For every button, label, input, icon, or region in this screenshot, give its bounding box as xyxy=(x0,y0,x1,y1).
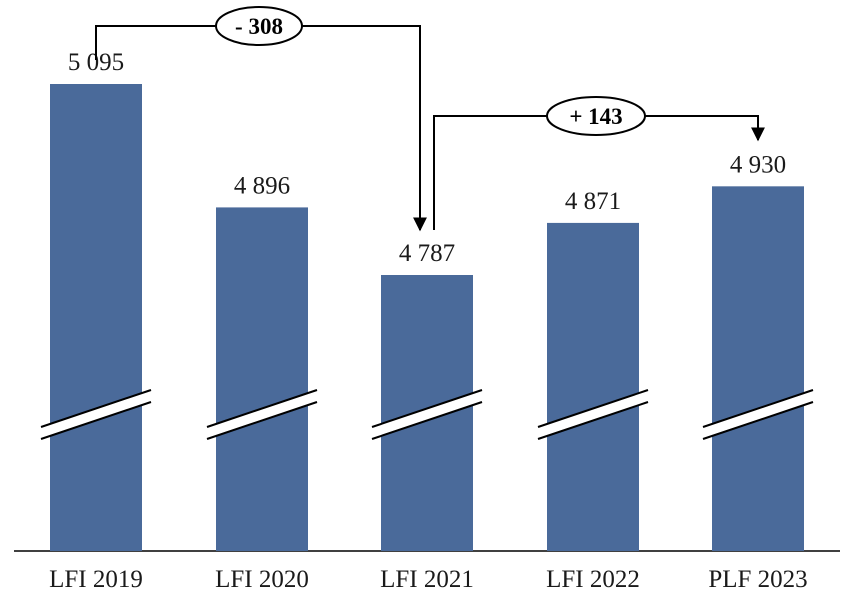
category-labels-group: LFI 2019 LFI 2020 LFI 2021 LFI 2022 PLF 2023 xyxy=(49,566,808,593)
annotation-ellipse xyxy=(215,6,303,46)
value-label: 4 871 xyxy=(565,188,621,215)
axis-break-line xyxy=(40,401,152,440)
value-label: 4 787 xyxy=(399,240,455,267)
bar-lfi-2020 xyxy=(216,207,308,552)
axis-break-gap xyxy=(207,390,317,439)
annotation-label: + 143 xyxy=(569,104,622,129)
axis-break-gap xyxy=(372,390,482,439)
axis-break-gap xyxy=(538,390,648,439)
category-label: LFI 2022 xyxy=(546,566,640,593)
axis-break-line xyxy=(702,389,814,428)
axis-break-marks xyxy=(40,389,814,440)
axis-break-line xyxy=(206,401,318,440)
axis-break-gap xyxy=(703,390,813,439)
value-label: 4 896 xyxy=(234,172,290,199)
bar-plf-2023 xyxy=(712,186,804,552)
annotation-label: - 308 xyxy=(235,14,283,39)
axis-break-line xyxy=(702,401,814,440)
axis-break-gap xyxy=(41,390,151,439)
annotations-group: - 308 + 143 xyxy=(95,6,765,232)
category-label: LFI 2019 xyxy=(49,566,143,593)
category-label: PLF 2023 xyxy=(708,566,807,593)
axis-break-line xyxy=(537,401,649,440)
bar-lfi-2019 xyxy=(50,84,142,551)
axis-break-line xyxy=(537,389,649,428)
axis-break-line xyxy=(371,401,483,440)
bar-lfi-2022 xyxy=(547,222,639,551)
axis-break-line xyxy=(206,389,318,428)
annotation-ellipse xyxy=(546,96,646,136)
axis-break-line xyxy=(40,389,152,428)
value-label: 4 930 xyxy=(730,151,786,178)
bars-group xyxy=(50,84,804,552)
axis-break-line xyxy=(371,389,483,428)
category-label: LFI 2021 xyxy=(380,566,474,593)
category-label: LFI 2020 xyxy=(215,566,309,593)
